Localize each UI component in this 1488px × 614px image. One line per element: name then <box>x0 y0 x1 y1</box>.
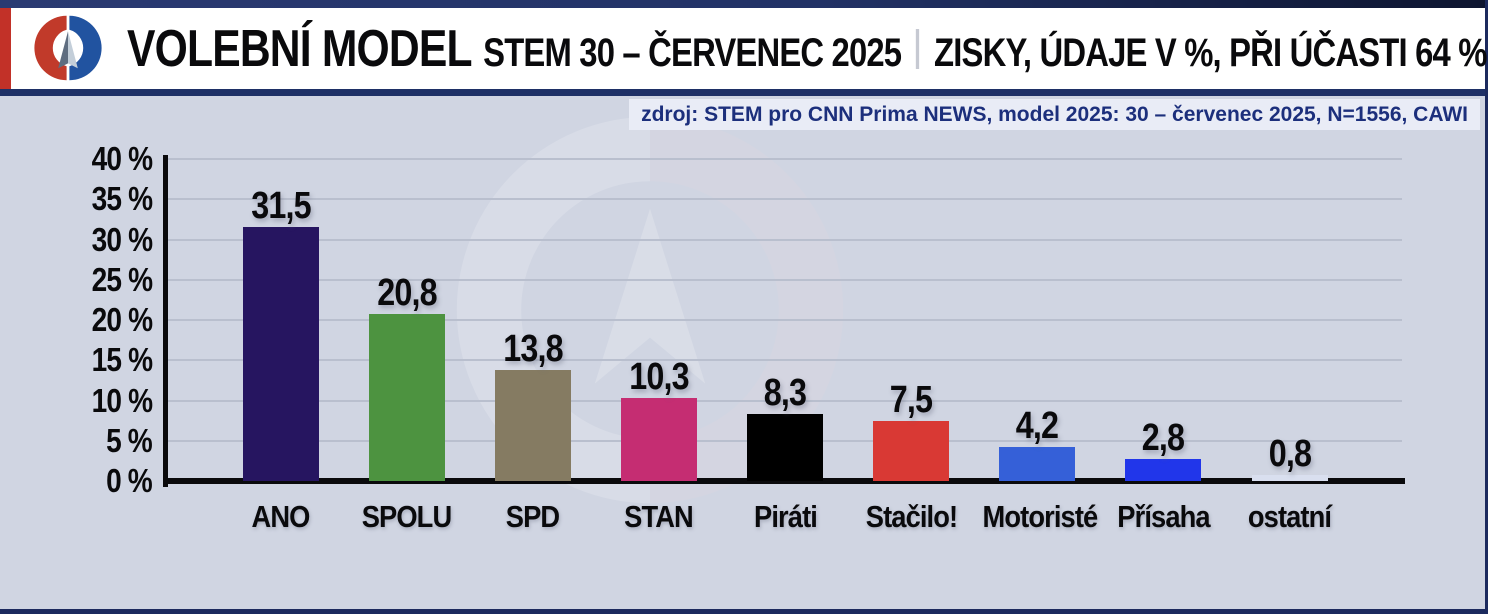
page-title: VOLEBNÍ MODEL <box>127 19 473 78</box>
header-title-row: VOLEBNÍ MODEL STEM 30 – ČERVENEC 2025 ZI… <box>127 8 1488 89</box>
bar-Motoristé <box>999 447 1076 481</box>
bar-ostatní <box>1251 474 1328 481</box>
y-axis-tick-label: 35 % <box>91 180 152 218</box>
bars-row: 31,5 20,8 13,8 10,3 8,3 7,5 4,2 2,8 0,8 <box>168 104 1402 481</box>
bar-column-Stačilo!: 7,5 <box>849 104 974 481</box>
y-axis-tick-label: 10 % <box>91 381 152 419</box>
bar-value-label: 7,5 <box>889 378 933 421</box>
bar-column-ANO: 31,5 <box>218 104 343 481</box>
header-red-stripe <box>0 8 11 89</box>
gridline-35 <box>168 198 1402 201</box>
bar-ANO <box>242 227 319 481</box>
y-axis-tick-label: 40 % <box>91 140 152 177</box>
gridline-40 <box>168 158 1402 160</box>
page-tagline: ZISKY, ÚDAJE V %, PŘI ÚČASTI 64 % <box>934 30 1487 75</box>
category-labels-row: ANO SPOLU SPD STAN Piráti Stačilo! Motoristé Př… <box>168 499 1402 535</box>
category-label-Přísaha: Přísaha <box>1117 499 1210 534</box>
bar-value-label: 2,8 <box>1142 416 1185 459</box>
source-attribution: zdroj: STEM pro CNN Prima NEWS, model 20… <box>629 99 1480 130</box>
bar-value-label: 13,8 <box>503 327 563 370</box>
y-axis-tick-label: 15 % <box>91 341 152 379</box>
category-label-SPD: SPD <box>506 499 560 534</box>
y-axis-tick-label: 0 % <box>106 462 153 499</box>
cnn-prima-news-logo-icon <box>34 15 102 81</box>
bar-column-STAN: 10,3 <box>596 104 721 481</box>
bar-column-SPD: 13,8 <box>470 104 595 481</box>
bar-column-Přísaha: 2,8 <box>1101 104 1226 481</box>
category-label-Stačilo!: Stačilo! <box>865 499 957 534</box>
gridline-15 <box>168 359 1402 362</box>
y-axis-tick-label: 5 % <box>106 421 153 459</box>
bar-STAN <box>620 398 697 481</box>
y-axis-tick-label: 20 % <box>91 301 152 338</box>
page-subtitle: STEM 30 – ČERVENEC 2025 <box>483 30 902 75</box>
category-label-Piráti: Piráti <box>753 499 818 534</box>
gridline-25 <box>168 278 1402 281</box>
y-axis-tick-label: 25 % <box>91 260 152 298</box>
y-axis-line <box>163 155 168 487</box>
gridline-10 <box>168 399 1402 402</box>
y-axis-tick-label: 30 % <box>91 220 152 258</box>
header: VOLEBNÍ MODEL STEM 30 – ČERVENEC 2025 ZI… <box>0 0 1488 96</box>
bar-column-Motoristé: 4,2 <box>975 104 1100 481</box>
bar-SPOLU <box>368 313 445 481</box>
bar-SPD <box>494 369 571 481</box>
category-label-STAN: STAN <box>624 499 695 534</box>
header-divider <box>915 28 920 69</box>
bar-Stačilo! <box>873 420 950 481</box>
bar-value-label: 10,3 <box>629 356 689 399</box>
source-text: zdroj: STEM pro CNN Prima NEWS, model 20… <box>641 102 1468 126</box>
x-axis-line <box>163 478 1405 484</box>
bar-column-ostatní: 0,8 <box>1227 104 1352 481</box>
bar-value-label: 31,5 <box>250 185 311 228</box>
bar-Přísaha <box>1125 458 1202 481</box>
bar-value-label: 0,8 <box>1268 432 1311 475</box>
bar-value-label: 8,3 <box>763 372 807 415</box>
bar-value-label: 20,8 <box>376 271 437 314</box>
header-top-bar <box>0 0 1485 8</box>
category-label-ANO: ANO <box>251 499 311 534</box>
bar-column-Piráti: 8,3 <box>723 104 848 481</box>
gridline-30 <box>168 238 1402 241</box>
bar-value-label: 4,2 <box>1016 405 1059 448</box>
category-label-SPOLU: SPOLU <box>361 499 452 534</box>
gridline-20 <box>168 319 1402 321</box>
category-label-Motoristé: Motoristé <box>982 499 1098 534</box>
bar-column-SPOLU: 20,8 <box>344 104 469 481</box>
category-label-ostatní: ostatní <box>1247 499 1332 534</box>
bar-Piráti <box>747 414 823 481</box>
